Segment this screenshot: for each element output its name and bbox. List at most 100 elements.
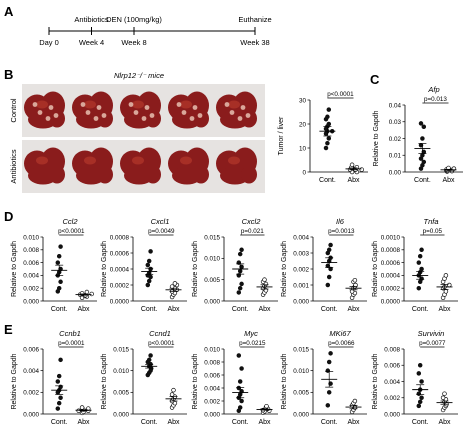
data-point: [56, 253, 62, 259]
data-point: [56, 400, 62, 406]
p-value: p<0.0001: [58, 228, 85, 235]
y-tick-label: 0.000: [293, 298, 309, 305]
timeline-label: Week 4: [79, 38, 104, 47]
y-tick-label: 0.000: [384, 411, 400, 418]
data-point: [416, 371, 422, 376]
data-point: [55, 260, 61, 265]
liver-specimen: [72, 147, 113, 185]
data-point: [443, 289, 449, 294]
x-tick-label: Cont.: [414, 177, 431, 184]
y-axis-label: Relative to Gapdh: [192, 353, 199, 409]
photo-row-label: Antibiotics: [9, 149, 18, 183]
y-tick-label: 0.010: [293, 368, 309, 375]
p-value: p=0.013: [424, 96, 447, 103]
x-tick-label: Abx: [167, 419, 180, 426]
panel-label-a: A: [4, 4, 14, 19]
chart-title: Ccl2: [62, 217, 78, 226]
y-tick-label: 0.002: [204, 398, 220, 405]
panel-label-c: C: [370, 72, 380, 87]
p-value: p<0.0001: [327, 91, 354, 98]
data-point: [416, 285, 422, 291]
x-tick-label: Abx: [258, 306, 271, 313]
y-tick-label: 0.004: [384, 379, 400, 386]
p-value: p=0.0215: [239, 340, 266, 347]
data-point: [172, 281, 178, 286]
data-point: [237, 251, 243, 257]
data-point: [236, 353, 242, 358]
x-tick-label: Abx: [347, 419, 360, 426]
data-point: [169, 392, 175, 397]
y-tick-label: 0.000: [204, 298, 220, 305]
y-tick-label: 0.004: [23, 273, 39, 280]
timeline-label: Week 8: [121, 38, 146, 47]
p-value: p<0.0001: [148, 340, 175, 347]
data-point: [89, 291, 94, 297]
y-axis-label: Relative to Gapdh: [192, 241, 199, 297]
y-tick-label: 0.015: [113, 346, 129, 353]
y-axis-label: Relative to Gapdh: [101, 353, 108, 409]
data-point: [146, 278, 152, 284]
y-tick-label: 0.006: [23, 260, 39, 267]
y-tick-label: 0.015: [204, 234, 220, 241]
data-point: [325, 282, 331, 288]
y-tick-label: 0.000: [293, 411, 309, 418]
y-tick-label: 0.000: [23, 298, 39, 305]
data-point: [419, 395, 424, 401]
data-point: [56, 285, 62, 291]
y-tick-label: 0.005: [113, 390, 129, 397]
data-point: [239, 281, 244, 287]
data-point: [326, 121, 332, 127]
y-tick-label: 0.002: [23, 286, 39, 293]
data-point: [443, 273, 449, 278]
p-value: p=0.0077: [419, 340, 446, 347]
timeline-label: Antibiotics: [74, 15, 108, 24]
y-tick-label: 0.004: [293, 234, 309, 241]
liver-specimen: [216, 91, 257, 129]
data-point: [237, 379, 243, 384]
y-tick-label: 0.006: [384, 363, 400, 370]
x-tick-label: Cont.: [412, 419, 429, 426]
y-tick-label: 0.0006: [110, 250, 130, 257]
y-axis-label: Tumor / liver: [278, 116, 285, 155]
y-tick-label: 0.008: [23, 247, 39, 254]
x-tick-label: Cont.: [51, 306, 68, 313]
y-axis-label: Relative to Gapdh: [372, 353, 379, 409]
chart-title: Ccnb1: [59, 329, 81, 338]
data-point: [146, 258, 152, 264]
liver-specimen: [24, 91, 65, 129]
y-tick-label: 0.0000: [110, 298, 130, 305]
data-point: [328, 381, 333, 386]
x-tick-label: Cont.: [232, 306, 249, 313]
data-point: [352, 398, 358, 404]
x-tick-label: Cont.: [232, 419, 249, 426]
y-axis-label: Relative to Gapdh: [101, 241, 108, 297]
data-point: [171, 387, 176, 393]
data-point: [420, 136, 425, 141]
chart-title: Survivin: [418, 329, 445, 338]
data-point: [326, 136, 332, 141]
panel-label-b: B: [4, 67, 14, 82]
data-point: [328, 242, 333, 248]
data-point: [326, 247, 332, 253]
timeline-label: Day 0: [39, 38, 59, 47]
data-point: [148, 353, 153, 358]
chart-title: Il6: [336, 217, 345, 226]
y-tick-label: 0.006: [23, 346, 39, 353]
chart-title: Cxcl1: [151, 217, 170, 226]
data-point: [352, 277, 358, 283]
p-value: p=0.0049: [148, 228, 175, 235]
y-tick-label: 0.00: [389, 169, 402, 176]
data-point: [264, 403, 269, 409]
y-tick-label: 0.000: [204, 411, 220, 418]
data-point: [237, 405, 243, 410]
chart-title: Ccnd1: [149, 329, 171, 338]
x-tick-label: Abx: [77, 419, 90, 426]
y-tick-label: 0.000: [23, 411, 39, 418]
data-point: [417, 253, 423, 259]
x-tick-label: Cont.: [321, 419, 338, 426]
x-tick-label: Cont.: [321, 306, 338, 313]
panel-label-e: E: [4, 322, 13, 337]
y-tick-label: 0.02: [389, 136, 402, 143]
liver-specimen: [216, 147, 257, 185]
